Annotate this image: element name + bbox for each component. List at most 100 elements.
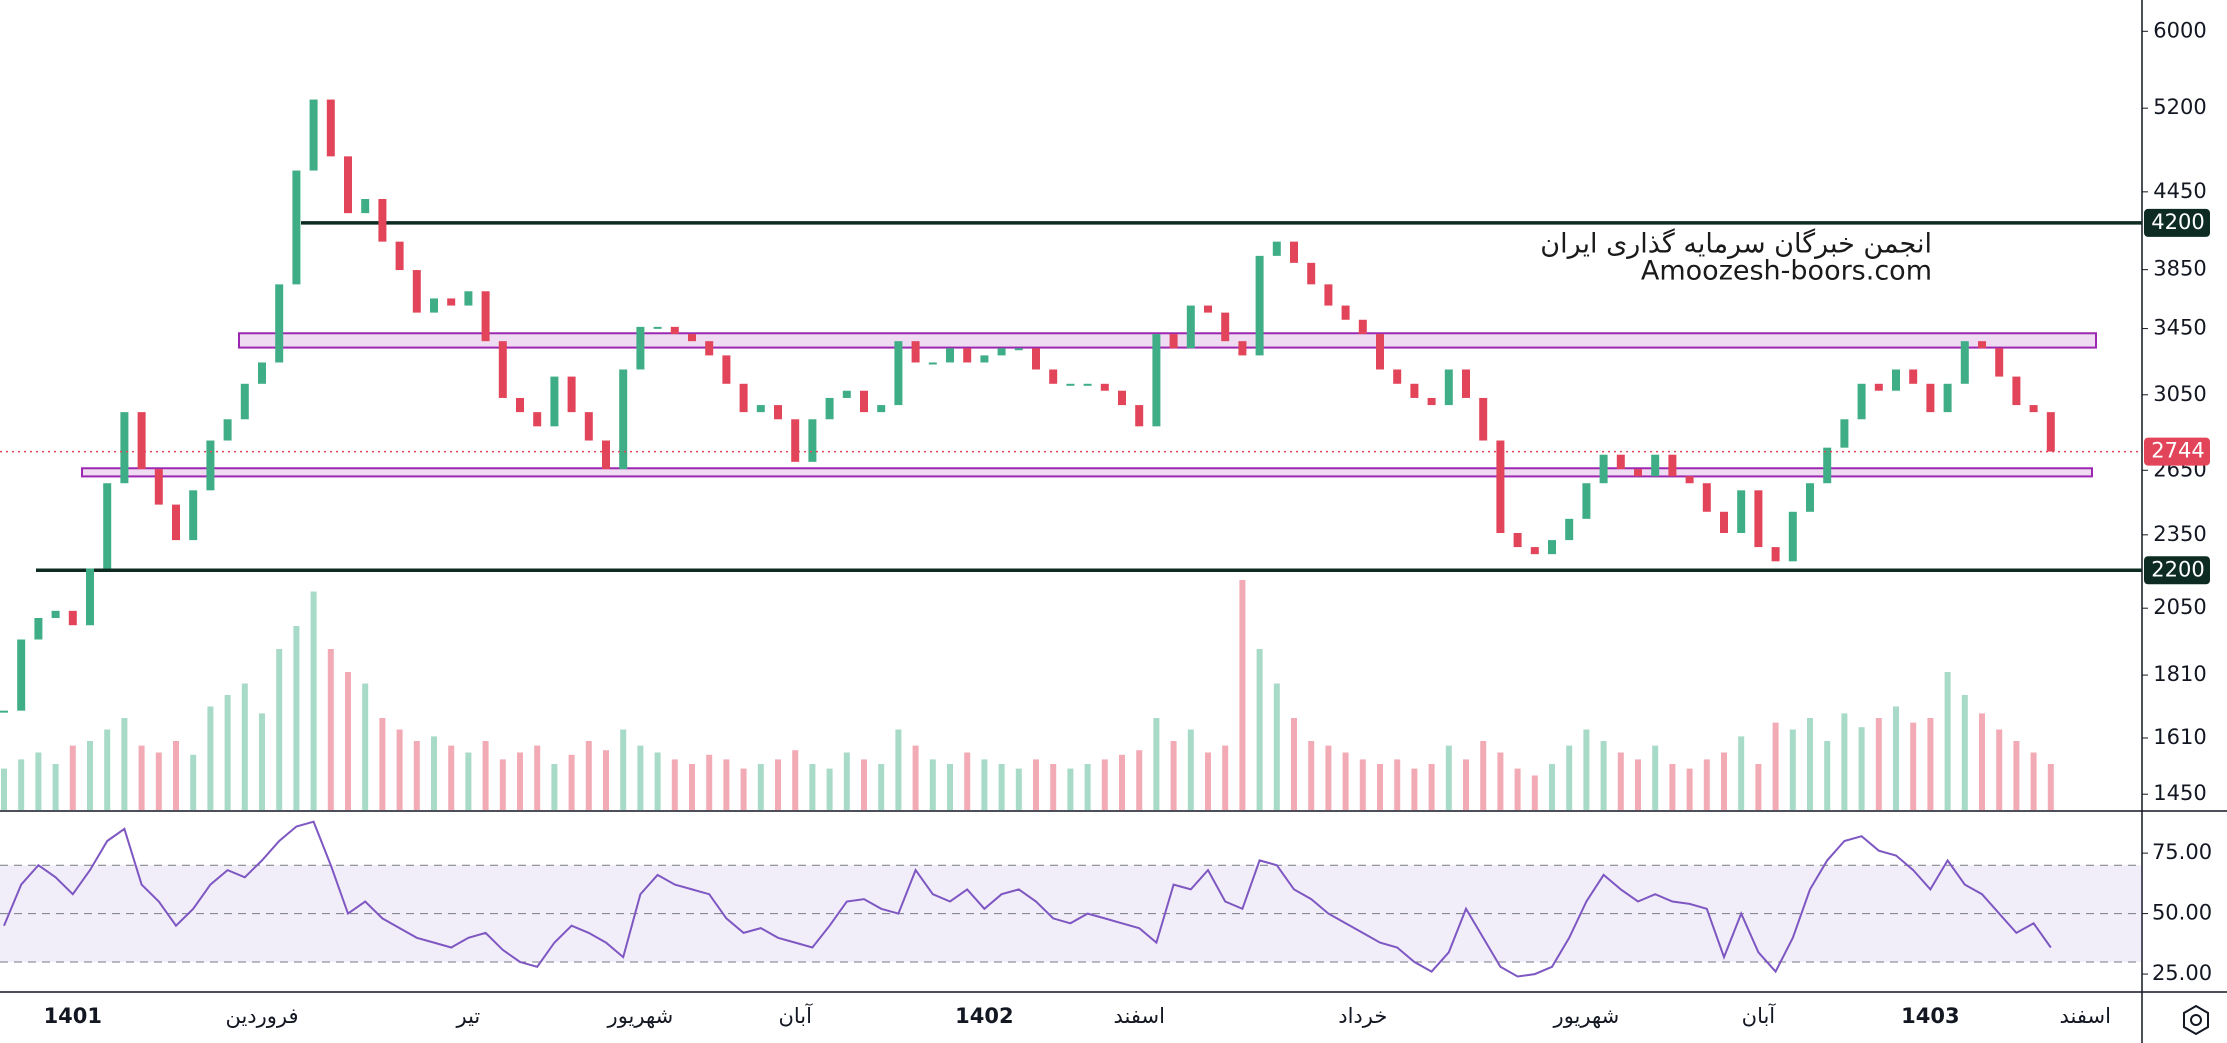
rsi-line [3, 820, 2052, 978]
volume-bar [1996, 729, 2003, 810]
volume-bar [1961, 695, 1968, 810]
volume-bar [104, 729, 111, 810]
y-tick-label: 1810 [2153, 662, 2206, 686]
volume-bar [1893, 706, 1899, 810]
x-tick-label: 1401 [44, 1004, 102, 1028]
settings-icon[interactable] [2183, 1004, 2209, 1036]
candle [1685, 476, 1694, 484]
volume-bar [362, 683, 369, 810]
volume-bar [792, 750, 799, 810]
candle [1548, 540, 1556, 555]
volume-bar [207, 706, 214, 810]
candle [963, 348, 972, 363]
candle [172, 504, 180, 541]
candle [1806, 483, 1814, 512]
candle [1066, 383, 1075, 386]
volume-bar [431, 736, 437, 810]
candle [877, 405, 886, 413]
watermark-title: انجمن خبرگان سرمایه گذاری ایران [1540, 228, 1932, 260]
candle [1513, 533, 1522, 548]
candle [1960, 341, 1969, 384]
candle [997, 348, 1006, 356]
volume-bar [1600, 741, 1607, 810]
volume-bar [1239, 580, 1246, 810]
volume-bar [981, 759, 988, 810]
candle [1857, 383, 1866, 420]
candle [653, 326, 662, 329]
candle [1444, 369, 1453, 406]
volume-bar [276, 649, 283, 810]
last-price-badge [2144, 437, 2210, 466]
volume-bar [637, 745, 644, 810]
candle [137, 412, 146, 470]
candle [1272, 241, 1281, 256]
candle [1083, 383, 1092, 386]
candle [619, 369, 628, 470]
candle [86, 568, 94, 626]
y-tick-label: 1450 [2153, 781, 2206, 805]
candle [258, 362, 266, 384]
level-badge [2144, 208, 2210, 237]
volume-bar [706, 754, 713, 810]
candle [240, 383, 249, 420]
candle [103, 483, 112, 569]
last-price-label: 2744 [2151, 439, 2204, 463]
candle [1582, 483, 1591, 519]
level-badge [2144, 556, 2210, 585]
volume-bar [1514, 768, 1521, 810]
candle [1702, 483, 1711, 512]
candle [68, 610, 77, 626]
volume-bar [603, 750, 609, 810]
candle [1324, 284, 1333, 306]
volume-bar [1755, 764, 1762, 810]
candle [1788, 511, 1797, 562]
candle [1290, 241, 1298, 263]
candle [946, 348, 954, 363]
candle [1169, 334, 1178, 349]
volume-bar [310, 591, 317, 810]
x-tick-label: شهریور [607, 1004, 674, 1028]
candle [1840, 419, 1849, 448]
y-tick-label: 2350 [2153, 522, 2206, 546]
y-tick-label: 5200 [2153, 95, 2206, 119]
candle [309, 99, 318, 171]
volume-bar [1067, 768, 1074, 810]
volume-bar [1463, 759, 1469, 810]
settings-hexagon [2183, 1004, 2209, 1036]
candle [1238, 341, 1247, 356]
candle [0, 710, 8, 713]
candle [120, 412, 129, 484]
volume-bar [173, 741, 179, 810]
candle [223, 419, 232, 441]
candle [1100, 383, 1109, 391]
candle [1892, 369, 1900, 391]
candle [1978, 341, 1986, 349]
candle [1204, 305, 1212, 313]
candle [154, 469, 163, 505]
level-label: 2200 [2151, 557, 2204, 581]
candle [1135, 405, 1144, 427]
candle [1995, 348, 2004, 377]
volume-bar [448, 745, 455, 810]
volume-bar [1497, 752, 1504, 810]
volume-bar [1721, 752, 1727, 810]
candle [1032, 348, 1040, 370]
candle [1152, 334, 1161, 427]
volume-bar [155, 752, 162, 810]
candle [326, 99, 335, 157]
x-tick-label: 1402 [955, 1004, 1013, 1028]
candle [842, 390, 851, 398]
candle [361, 199, 370, 214]
volume-bar [1617, 752, 1624, 810]
volume-bar [1411, 768, 1418, 810]
volume-bar [2047, 764, 2054, 810]
y-tick-label: 2050 [2153, 595, 2206, 619]
volume-bar [740, 768, 747, 810]
volume-bar [1652, 745, 1659, 810]
volume-bar [69, 745, 76, 810]
candle [395, 241, 404, 271]
rsi-tick-label: 75.00 [2152, 840, 2212, 864]
volume-bar [654, 752, 661, 810]
volume-bar [241, 683, 248, 810]
candle [1926, 383, 1935, 413]
